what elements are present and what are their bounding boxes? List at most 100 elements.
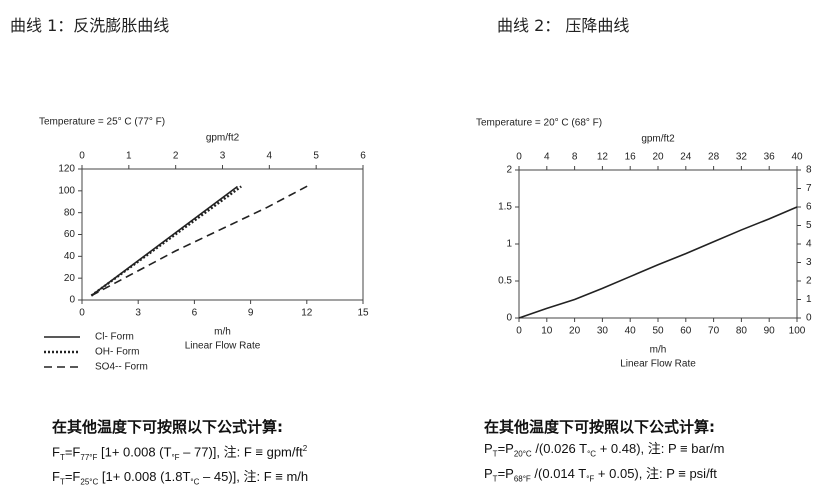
y2-tick-label: 3 bbox=[806, 257, 812, 268]
x-tick-label: 10 bbox=[541, 326, 553, 337]
subtitle: Temperature = 20° C (68° F) bbox=[476, 118, 602, 129]
y2-tick-label: 7 bbox=[806, 183, 812, 194]
y-tick-label: 100 bbox=[58, 185, 75, 196]
subtitle: Temperature = 25° C (77° F) bbox=[39, 117, 165, 128]
formula-part: P bbox=[484, 465, 493, 481]
x-tick-label: 90 bbox=[764, 326, 776, 337]
x2-tick-label: 20 bbox=[652, 152, 664, 163]
plot-frame bbox=[518, 169, 798, 319]
x-tick-label: 12 bbox=[301, 308, 313, 319]
formula-part: [1+ 0.008 (T bbox=[97, 444, 172, 460]
y2-tick-label: 5 bbox=[806, 220, 812, 231]
y-tick-label: 0 bbox=[69, 295, 75, 306]
x2-tick-label: 4 bbox=[544, 152, 550, 163]
x2-tick-label: 32 bbox=[736, 152, 748, 163]
x-tick-label: 80 bbox=[736, 326, 748, 337]
formula: PT=P20°C /(0.026 T°C + 0.48), 注: P ≡ bar… bbox=[484, 439, 724, 464]
heading: 曲线 1：反洗膨胀曲线 bbox=[10, 16, 170, 35]
formula-block: 在其他温度下可按照以下公式计算: FT=F77°F [1+ 0.008 (T°F … bbox=[52, 416, 308, 492]
data-line bbox=[90, 185, 238, 297]
formula-part: + 0.05), 注: P ≡ psi/ft bbox=[594, 465, 717, 481]
x-tick-label: 50 bbox=[652, 326, 664, 337]
y-tick-label: 120 bbox=[58, 164, 75, 175]
y2-tick-label: 6 bbox=[806, 202, 812, 213]
legend-label: Cl- Form bbox=[95, 332, 134, 343]
x-tick-label: 40 bbox=[625, 326, 637, 337]
formula-part: =F bbox=[64, 468, 81, 484]
x2-tick-label: 3 bbox=[220, 151, 226, 162]
x-tick-label: 20 bbox=[569, 326, 581, 337]
x-tick-label: 15 bbox=[357, 308, 369, 319]
formula-part: =P bbox=[497, 465, 514, 481]
y2-tick-label: 0 bbox=[806, 313, 812, 324]
x2-tick-label: 40 bbox=[791, 152, 803, 163]
formula-part: /(0.026 T bbox=[531, 441, 588, 456]
x2-tick-label: 6 bbox=[360, 151, 366, 162]
x2-axis-label: gpm/ft2 bbox=[641, 134, 675, 145]
x2-tick-label: 0 bbox=[79, 151, 85, 162]
x2-tick-label: 24 bbox=[680, 152, 692, 163]
y-tick-label: 80 bbox=[64, 207, 76, 218]
x2-axis-label: gpm/ft2 bbox=[206, 133, 240, 144]
y-tick-label: 1 bbox=[506, 239, 512, 250]
x-tick-label: 70 bbox=[708, 326, 720, 337]
x2-tick-label: 8 bbox=[572, 152, 578, 163]
x-tick-label: 6 bbox=[192, 308, 198, 319]
formula-part: °F bbox=[586, 474, 595, 484]
formula-part: 77°F bbox=[80, 452, 98, 462]
formula-part: P bbox=[484, 441, 493, 456]
y2-tick-label: 8 bbox=[806, 165, 812, 176]
x-tick-label: 0 bbox=[516, 326, 522, 337]
y-tick-label: 40 bbox=[64, 251, 76, 262]
formula-part: 2 bbox=[302, 444, 308, 453]
y-tick-label: 0 bbox=[506, 313, 512, 324]
x2-tick-label: 5 bbox=[313, 151, 319, 162]
formula-part: – 77)], 注: F ≡ gpm/ft bbox=[179, 444, 303, 460]
x-tick-label: 30 bbox=[597, 326, 609, 337]
formula-part: F bbox=[52, 444, 60, 460]
formula-part: 68°F bbox=[513, 474, 531, 484]
x2-tick-label: 1 bbox=[126, 151, 132, 162]
x-axis-unit: m/h bbox=[214, 327, 231, 338]
y2-tick-label: 4 bbox=[806, 239, 812, 250]
y-tick-label: 1.5 bbox=[498, 202, 512, 213]
x-tick-label: 0 bbox=[79, 308, 85, 319]
x2-tick-label: 12 bbox=[597, 152, 609, 163]
x-tick-label: 60 bbox=[680, 326, 692, 337]
y2-tick-label: 1 bbox=[806, 294, 812, 305]
heading: 曲线 2： 压降曲线 bbox=[497, 16, 630, 35]
formula-part: =P bbox=[497, 441, 514, 456]
formula: PT=P68°F /(0.014 T°F + 0.05), 注: P ≡ psi… bbox=[484, 464, 724, 489]
formula-part: T bbox=[59, 452, 65, 462]
legend-label: SO4-- Form bbox=[95, 362, 148, 373]
formula-part: /(0.014 T bbox=[530, 465, 587, 481]
data-line bbox=[90, 185, 242, 297]
plot-frame bbox=[81, 168, 364, 301]
x2-tick-label: 4 bbox=[267, 151, 273, 162]
x-axis-label: Linear Flow Rate bbox=[185, 341, 261, 352]
formula-block: 在其他温度下可按照以下公式计算: PT=P20°C /(0.026 T°C + 0… bbox=[484, 416, 724, 488]
x-tick-label: 100 bbox=[789, 326, 806, 337]
x2-tick-label: 0 bbox=[516, 152, 522, 163]
y-tick-label: 60 bbox=[64, 229, 76, 240]
formula-part: [1+ 0.008 (1.8T bbox=[98, 468, 191, 484]
formula-part: T bbox=[492, 474, 498, 484]
formula-heading: 在其他温度下可按照以下公式计算: bbox=[52, 418, 284, 436]
y2-tick-label: 2 bbox=[806, 276, 812, 287]
formula-part: – 45)], 注: F ≡ m/h bbox=[199, 468, 309, 484]
formula-part: 20°C bbox=[513, 449, 532, 459]
formula-part: 25°C bbox=[80, 477, 99, 487]
formula-part: °F bbox=[171, 452, 180, 462]
formula-part: °C bbox=[587, 449, 597, 459]
formula-part: T bbox=[492, 449, 498, 459]
x-axis-unit: m/h bbox=[650, 345, 667, 356]
x2-tick-label: 36 bbox=[764, 152, 776, 163]
data-line bbox=[90, 184, 310, 297]
formula-heading: 在其他温度下可按照以下公式计算: bbox=[484, 418, 716, 436]
formula-part: °C bbox=[190, 477, 200, 487]
formula: FT=F77°F [1+ 0.008 (T°F – 77)], 注: F ≡ g… bbox=[52, 439, 308, 467]
formula-part: F bbox=[52, 468, 60, 484]
x2-tick-label: 16 bbox=[625, 152, 637, 163]
x-tick-label: 3 bbox=[135, 308, 141, 319]
